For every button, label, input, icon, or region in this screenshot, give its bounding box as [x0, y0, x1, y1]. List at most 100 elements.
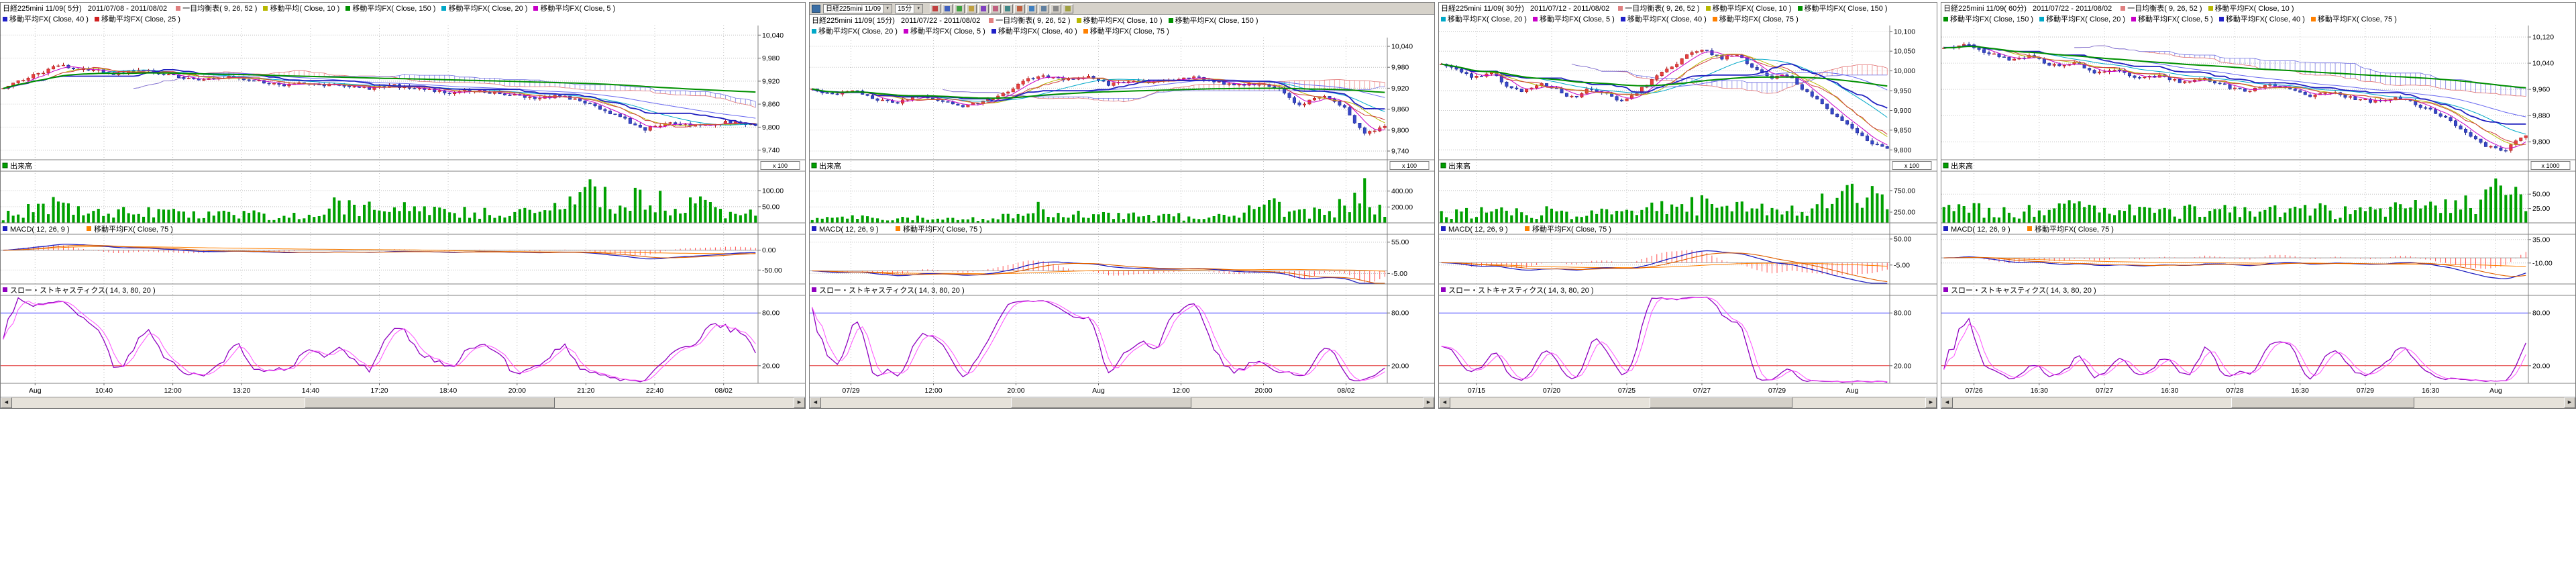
svg-text:50.00: 50.00: [1894, 236, 1911, 244]
legend-item: 移動平均( Close, 10 ): [263, 5, 339, 13]
svg-text:20.00: 20.00: [2532, 362, 2550, 370]
chart-canvas-15min[interactable]: 07/29 12:00 20:00 Aug 12:00 20:00 08/02 10,040 9…: [810, 38, 1434, 397]
svg-text:07/29: 07/29: [842, 387, 859, 395]
scroll-left-button[interactable]: ◀: [1439, 397, 1450, 408]
svg-text:10,000: 10,000: [1894, 67, 1915, 75]
horizontal-scrollbar[interactable]: ◀ ▶: [1, 397, 805, 408]
chart-canvas-30min[interactable]: 07/15 07/20 07/25 07/27 07/29 Aug 10,100 10,050…: [1439, 26, 1937, 397]
scrollbar-thumb[interactable]: [1650, 397, 1792, 408]
scrollbar-thumb[interactable]: [304, 397, 555, 408]
svg-text:Aug: Aug: [29, 387, 42, 395]
legend-item: 移動平均FX( Close, 25 ): [94, 15, 180, 23]
svg-text:07/27: 07/27: [2096, 387, 2113, 395]
svg-text:x 1000: x 1000: [2541, 162, 2559, 169]
zoom-out-icon-glyph: [1041, 5, 1047, 11]
legend-color-chip: [991, 29, 996, 34]
candlestick-chart-icon-glyph: [932, 5, 938, 11]
volume-pane: 出来高 x 100 400.00 200.00: [810, 161, 1430, 223]
legend-item: 移動平均FX( Close, 10 ): [1705, 5, 1792, 13]
chart-canvas-60min[interactable]: 07/26 16:30 07/27 16:30 07/28 16:30 07/29 16:30…: [1941, 26, 2575, 397]
svg-text:80.00: 80.00: [1391, 309, 1409, 318]
chart-canvas-5min[interactable]: Aug 10:40 12:00 13:20 14:40 17:20 18:40 20:00 21…: [1, 26, 805, 397]
legend-item: 移動平均FX( Close, 150 ): [345, 5, 435, 13]
svg-text:x 100: x 100: [773, 162, 788, 169]
bar-chart-icon[interactable]: [954, 3, 965, 13]
legend-item: 移動平均FX( Close, 20 ): [441, 5, 527, 13]
scroll-left-button[interactable]: ◀: [1, 397, 12, 408]
legend-row: 移動平均FX( Close, 20 ) 移動平均FX( Close, 5 ) 移動平…: [812, 28, 1175, 36]
scroll-right-button[interactable]: ▶: [1925, 397, 1937, 408]
zoom-in-icon[interactable]: [1026, 3, 1038, 13]
legend-row: 一目均衡表( 9, 26, 52 ) 移動平均FX( Close, 10 ) 移動平…: [989, 17, 1264, 25]
macd-pane: MACD( 12, 26, 9 ) 移動平均FX( Close, 75 ) 0.00…: [1, 224, 782, 275]
svg-text:9,880: 9,880: [2532, 112, 2550, 120]
scroll-right-button[interactable]: ▶: [2564, 397, 2575, 408]
line-chart-icon[interactable]: [942, 3, 953, 13]
svg-text:移動平均FX( Close, 75 ): 移動平均FX( Close, 75 ): [2035, 224, 2114, 234]
scroll-left-button[interactable]: ◀: [810, 397, 821, 408]
svg-text:07/27: 07/27: [1693, 387, 1711, 395]
volume-pane: 出来高 x 1000 50.00 25.00: [1941, 161, 2571, 223]
svg-text:14:40: 14:40: [302, 387, 319, 395]
svg-text:9,800: 9,800: [1894, 146, 1911, 154]
line-chart-icon-glyph: [945, 5, 951, 11]
svg-text:13:20: 13:20: [233, 387, 250, 395]
svg-text:20:00: 20:00: [1007, 387, 1024, 395]
horizontal-scrollbar[interactable]: ◀ ▶: [1941, 397, 2575, 408]
svg-text:10,050: 10,050: [1894, 48, 1915, 56]
symbol-select[interactable]: 日経225mini 11/09: [823, 3, 893, 13]
chart-header-15min: 日経225mini 11/09( 15分) 2011/07/22 - 2011/…: [810, 15, 1434, 38]
svg-text:9,980: 9,980: [1391, 64, 1409, 72]
area-chart-icon[interactable]: [966, 3, 977, 13]
period-select[interactable]: 15分: [895, 3, 924, 13]
grid-icon[interactable]: [1002, 3, 1014, 13]
scroll-right-button[interactable]: ▶: [794, 397, 805, 408]
svg-text:スロー・ストキャスティクス( 14, 3, 80, 20 ): スロー・ストキャスティクス( 14, 3, 80, 20 ): [819, 286, 965, 295]
svg-text:10,100: 10,100: [1894, 28, 1915, 36]
indicator-icon[interactable]: [978, 3, 989, 13]
legend-color-chip: [989, 18, 994, 23]
settings-icon[interactable]: [1063, 3, 1074, 13]
scrollbar-track[interactable]: [1953, 397, 2564, 408]
pane-separators: [1439, 26, 1937, 384]
scrollbar-thumb[interactable]: [1010, 397, 1191, 408]
svg-text:Aug: Aug: [1092, 387, 1105, 395]
legend-item: 移動平均FX( Close, 75 ): [1712, 15, 1799, 23]
zoom-in-icon-glyph: [1029, 5, 1035, 11]
legend-color-chip: [2208, 6, 2213, 11]
scroll-left-button[interactable]: ◀: [1941, 397, 1953, 408]
horizontal-scrollbar[interactable]: ◀ ▶: [810, 397, 1434, 408]
svg-text:MACD( 12, 26, 9 ): MACD( 12, 26, 9 ): [10, 226, 70, 234]
scrollbar-track[interactable]: [12, 397, 794, 408]
svg-text:22:40: 22:40: [646, 387, 663, 395]
chart-window-60min: 日経225mini 11/09( 60分) 2011/07/22 - 2011/…: [1941, 2, 2576, 409]
horizontal-scrollbar[interactable]: ◀ ▶: [1439, 397, 1937, 408]
svg-text:20:00: 20:00: [1254, 387, 1272, 395]
svg-text:9,920: 9,920: [762, 77, 780, 85]
svg-text:20.00: 20.00: [1894, 362, 1911, 370]
svg-text:200.00: 200.00: [1391, 203, 1413, 211]
print-icon[interactable]: [1051, 3, 1062, 13]
zoom-out-icon[interactable]: [1038, 3, 1050, 13]
stochastics-pane: スロー・ストキャスティクス( 14, 3, 80, 20 ) 80.00 20.00: [810, 286, 1409, 381]
svg-text:07/20: 07/20: [1543, 387, 1560, 395]
legend-row: 一目均衡表( 9, 26, 52 ) 移動平均FX( Close, 10 ) 移動平…: [1618, 5, 1893, 13]
svg-text:50.00: 50.00: [2532, 191, 2550, 199]
scrollbar-track[interactable]: [821, 397, 1423, 408]
scrollbar-thumb[interactable]: [2231, 397, 2414, 408]
scrollbar-track[interactable]: [1450, 397, 1925, 408]
candlestick-chart-icon[interactable]: [930, 3, 941, 13]
pane-separators: [1, 26, 805, 384]
svg-text:-10.00: -10.00: [2532, 259, 2553, 267]
ichimoku-icon[interactable]: [990, 3, 1002, 13]
svg-text:50.00: 50.00: [762, 203, 780, 211]
crosshair-icon[interactable]: [1014, 3, 1026, 13]
scroll-right-button[interactable]: ▶: [1423, 397, 1434, 408]
legend-item: 移動平均FX( Close, 20 ): [1441, 15, 1527, 23]
legend-item: 移動平均FX( Close, 150 ): [1168, 17, 1258, 25]
stochastics-pane: スロー・ストキャスティクス( 14, 3, 80, 20 ) 80.00 20.00: [1941, 286, 2550, 382]
legend-item: 移動平均FX( Close, 75 ): [2310, 15, 2397, 23]
legend-color-chip: [94, 17, 99, 21]
svg-text:出来高: 出来高: [10, 161, 32, 171]
